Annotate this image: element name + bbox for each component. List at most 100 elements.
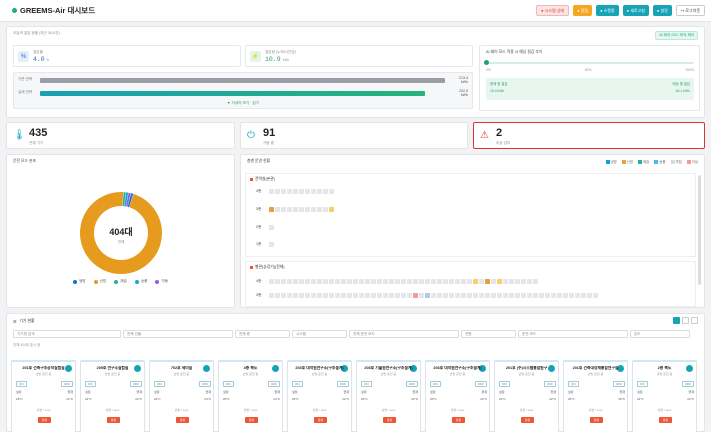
floor-cell[interactable] [437,292,442,298]
mode-filter[interactable]: 전체 운전 모드 [349,330,459,338]
floor-cell[interactable] [395,292,400,298]
device-card[interactable]: 2층 복도 난방 운전 중 ON OFF 설정 현재 22°C 22°C 난방 / Low 정상 [632,360,697,432]
power-toggle-icon[interactable] [272,365,279,372]
floor-cell[interactable] [335,278,340,284]
legend-item-cool[interactable]: 냉방 [72,279,86,284]
floor-cell[interactable] [269,278,274,284]
floor-cell[interactable] [587,292,592,298]
off-chip[interactable]: OFF [475,381,487,387]
off-chip[interactable]: OFF [406,381,418,387]
donut-slice-1[interactable] [80,192,162,274]
floor-cell[interactable] [395,278,400,284]
on-chip[interactable]: ON [568,381,579,387]
floor-cell[interactable] [287,278,292,284]
device-card[interactable]: 201호 건축내장재통합연구실 난방 운전 중 ON OFF 설정 현재 25°C 30°C 난… [563,360,628,432]
floor-cell[interactable] [329,292,334,298]
floor-cell[interactable] [461,278,466,284]
temperature-filter[interactable]: 온도 [630,330,690,338]
floor-cell[interactable] [335,292,340,298]
list-view-icon[interactable] [682,317,689,324]
device-search-input[interactable]: 기기명 검색 [13,330,121,338]
floor-cell[interactable] [287,206,292,212]
floor-cell[interactable] [305,278,310,284]
floor-cell[interactable] [509,278,514,284]
floor-cell[interactable] [311,292,316,298]
floor-filter[interactable]: 전체 층 [235,330,290,338]
floor-cell[interactable] [329,188,334,194]
floor-cell[interactable] [449,278,454,284]
off-chip[interactable]: OFF [268,381,280,387]
floor-cell[interactable] [299,188,304,194]
floor-cell[interactable] [371,278,376,284]
power-toggle-icon[interactable] [65,365,72,372]
floor-cell[interactable] [323,206,328,212]
device-card[interactable]: 201호 건축구조공학실험실 난방 운전 중 ON OFF 설정 현재 18°C 22°C 난방… [11,360,76,432]
power-toggle-icon[interactable] [341,365,348,372]
floor-cell[interactable] [281,278,286,284]
floor-cell[interactable] [443,292,448,298]
floor-cell[interactable] [269,241,274,247]
logout-button[interactable]: ↪ 로그아웃 [675,5,705,16]
floor-cell[interactable] [509,292,514,298]
floor-cell[interactable] [353,278,358,284]
floor-cell[interactable] [299,292,304,298]
floor-cell[interactable] [419,292,424,298]
floor-cell[interactable] [311,278,316,284]
floor-cell[interactable] [323,188,328,194]
scan-button[interactable]: ● 스캔중 [596,5,619,16]
floor-cell[interactable] [527,292,532,298]
floor-cell[interactable] [293,292,298,298]
floor-cell[interactable] [545,292,550,298]
floor-cell[interactable] [305,206,310,212]
floor-cell[interactable] [413,292,418,298]
floor-cell[interactable] [317,278,322,284]
floor-cell[interactable] [473,278,478,284]
floor-cell[interactable] [389,278,394,284]
floor-cell[interactable] [317,292,322,298]
floor-cell[interactable] [317,206,322,212]
floor-cell[interactable] [479,292,484,298]
floor-cell[interactable] [521,292,526,298]
floor-cell[interactable] [569,292,574,298]
floor-cell[interactable] [287,188,292,194]
floor-cell[interactable] [497,278,502,284]
floor-cell[interactable] [557,292,562,298]
on-chip[interactable]: ON [292,381,303,387]
floor-cell[interactable] [563,292,568,298]
on-chip[interactable]: ON [499,381,510,387]
on-chip[interactable]: ON [16,381,27,387]
floor-cell[interactable] [437,278,442,284]
off-chip[interactable]: OFF [337,381,349,387]
floor-cell[interactable] [485,278,490,284]
floor-cell[interactable] [329,206,334,212]
power-toggle-icon[interactable] [479,365,486,372]
floor-cell[interactable] [293,206,298,212]
floor-cell[interactable] [341,292,346,298]
on-chip[interactable]: ON [154,381,165,387]
alert-devices-card[interactable]: ⚠ 2 이상 감지 [473,122,705,149]
settings-button[interactable]: ● 설정 [652,5,672,16]
legend-item-heat[interactable]: 난방 [93,279,106,284]
floor-cell[interactable] [425,278,430,284]
floor-cell[interactable] [323,292,328,298]
floor-cell[interactable] [503,292,508,298]
floor-cell[interactable] [275,278,280,284]
floor-cell[interactable] [455,278,460,284]
device-card[interactable]: 203호 기술원연구소(구조설계) 난방 운전 중 ON OFF 설정 현재 26°C 22°… [356,360,421,432]
off-chip[interactable]: OFF [613,381,625,387]
legend-item-auto[interactable]: 자동 [155,279,168,284]
floor-cell[interactable] [383,278,388,284]
floor-cell[interactable] [431,278,436,284]
op-mode-filter[interactable]: 운전 모드 [518,330,628,338]
floor-cell[interactable] [389,292,394,298]
system-filter[interactable]: 시스템 [292,330,347,338]
building-filter[interactable]: 전체 건물 [123,330,233,338]
floor-cell[interactable] [341,278,346,284]
expand-details-link[interactable]: ▼ 자세히 보기 · 접기 [227,101,259,105]
floor-cell[interactable] [377,278,382,284]
floor-cell[interactable] [533,292,538,298]
floor-cell[interactable] [383,292,388,298]
floor-cell[interactable] [527,278,532,284]
floor-cell[interactable] [305,188,310,194]
off-chip[interactable]: OFF [199,381,211,387]
